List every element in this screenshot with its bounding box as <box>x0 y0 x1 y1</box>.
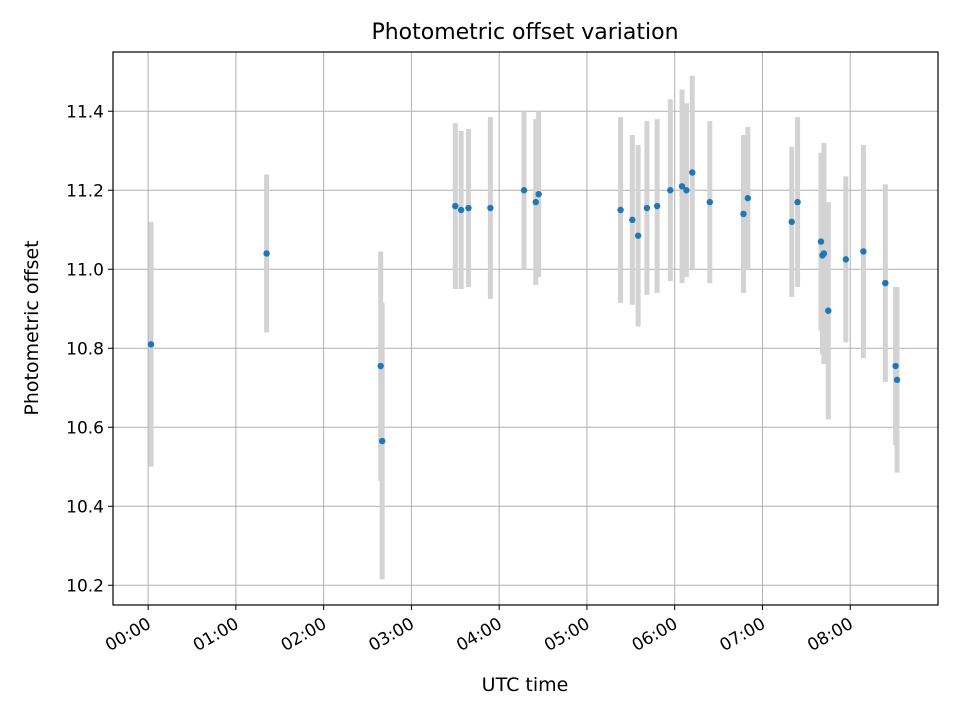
y-tick-label: 10.4 <box>66 497 104 517</box>
data-point <box>860 248 867 255</box>
x-tick-label: 02:00 <box>278 614 330 656</box>
data-point <box>532 198 539 206</box>
y-tick-label: 11.4 <box>66 102 104 122</box>
y-tick-label: 10.2 <box>66 576 104 596</box>
data-point <box>457 206 465 214</box>
data-point <box>617 206 624 214</box>
point-group <box>147 169 901 445</box>
x-tick-label: 04:00 <box>453 614 505 656</box>
x-tick-label: 03:00 <box>365 614 417 656</box>
data-point <box>452 202 459 210</box>
data-point <box>706 198 714 206</box>
x-tick-label: 06:00 <box>629 614 681 656</box>
x-axis: 00:00 01:00 02:00 03:00 04:00 05:00 06:00 07:00… <box>102 605 857 656</box>
data-point <box>689 169 696 176</box>
data-point <box>817 238 825 245</box>
data-point <box>667 187 674 194</box>
data-point <box>487 204 494 212</box>
data-point <box>740 210 747 218</box>
data-point <box>842 256 850 263</box>
y-tick-label: 10.6 <box>66 418 104 438</box>
data-point <box>629 216 636 224</box>
data-point <box>378 437 386 445</box>
x-tick-label: 05:00 <box>541 614 593 656</box>
data-point <box>643 204 651 212</box>
data-point <box>794 198 801 206</box>
y-tick-label: 11.0 <box>66 260 104 280</box>
x-tick-label: 08:00 <box>804 614 856 656</box>
data-point <box>263 250 270 257</box>
x-tick-label: 00:00 <box>102 614 154 656</box>
data-point <box>683 187 690 194</box>
data-point <box>825 307 832 314</box>
x-tick-label: 07:00 <box>717 614 769 656</box>
data-point <box>820 250 828 257</box>
chart-title: Photometric offset variation <box>371 20 678 45</box>
data-point <box>634 232 642 239</box>
data-point <box>465 204 472 212</box>
data-point <box>892 362 899 370</box>
x-tick-label: 01:00 <box>190 614 242 656</box>
data-point <box>788 218 795 226</box>
y-axis-label: Photometric offset <box>21 240 43 415</box>
y-tick-label: 10.8 <box>66 339 104 359</box>
data-point <box>377 362 384 370</box>
data-point <box>653 202 661 210</box>
data-point <box>893 376 901 384</box>
plot-frame <box>112 51 939 606</box>
data-point <box>744 194 752 202</box>
y-tick-label: 11.2 <box>66 181 104 201</box>
errorbar-group <box>148 75 900 580</box>
data-point <box>882 279 889 287</box>
data-point <box>147 341 155 348</box>
data-point <box>520 187 528 194</box>
y-axis: 10.2 10.4 10.6 10.8 11.0 11.2 11.4 <box>66 102 113 596</box>
x-axis-label: UTC time <box>482 674 569 696</box>
data-point <box>535 191 542 198</box>
data-point <box>678 183 686 190</box>
